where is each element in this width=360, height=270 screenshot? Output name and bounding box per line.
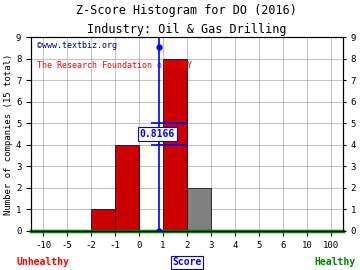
- Y-axis label: Number of companies (15 total): Number of companies (15 total): [4, 53, 13, 215]
- Text: Score: Score: [172, 257, 202, 267]
- Text: ©www.textbiz.org: ©www.textbiz.org: [37, 41, 117, 50]
- Bar: [187, 188, 211, 231]
- Title: Z-Score Histogram for DO (2016)
Industry: Oil & Gas Drilling: Z-Score Histogram for DO (2016) Industry…: [76, 4, 297, 36]
- Text: Unhealthy: Unhealthy: [17, 257, 69, 267]
- Bar: [91, 210, 115, 231]
- Bar: [163, 59, 187, 231]
- Text: The Research Foundation of SUNY: The Research Foundation of SUNY: [37, 60, 192, 70]
- Bar: [115, 145, 139, 231]
- Text: Healthy: Healthy: [314, 257, 355, 267]
- Text: 0.8166: 0.8166: [140, 129, 175, 139]
